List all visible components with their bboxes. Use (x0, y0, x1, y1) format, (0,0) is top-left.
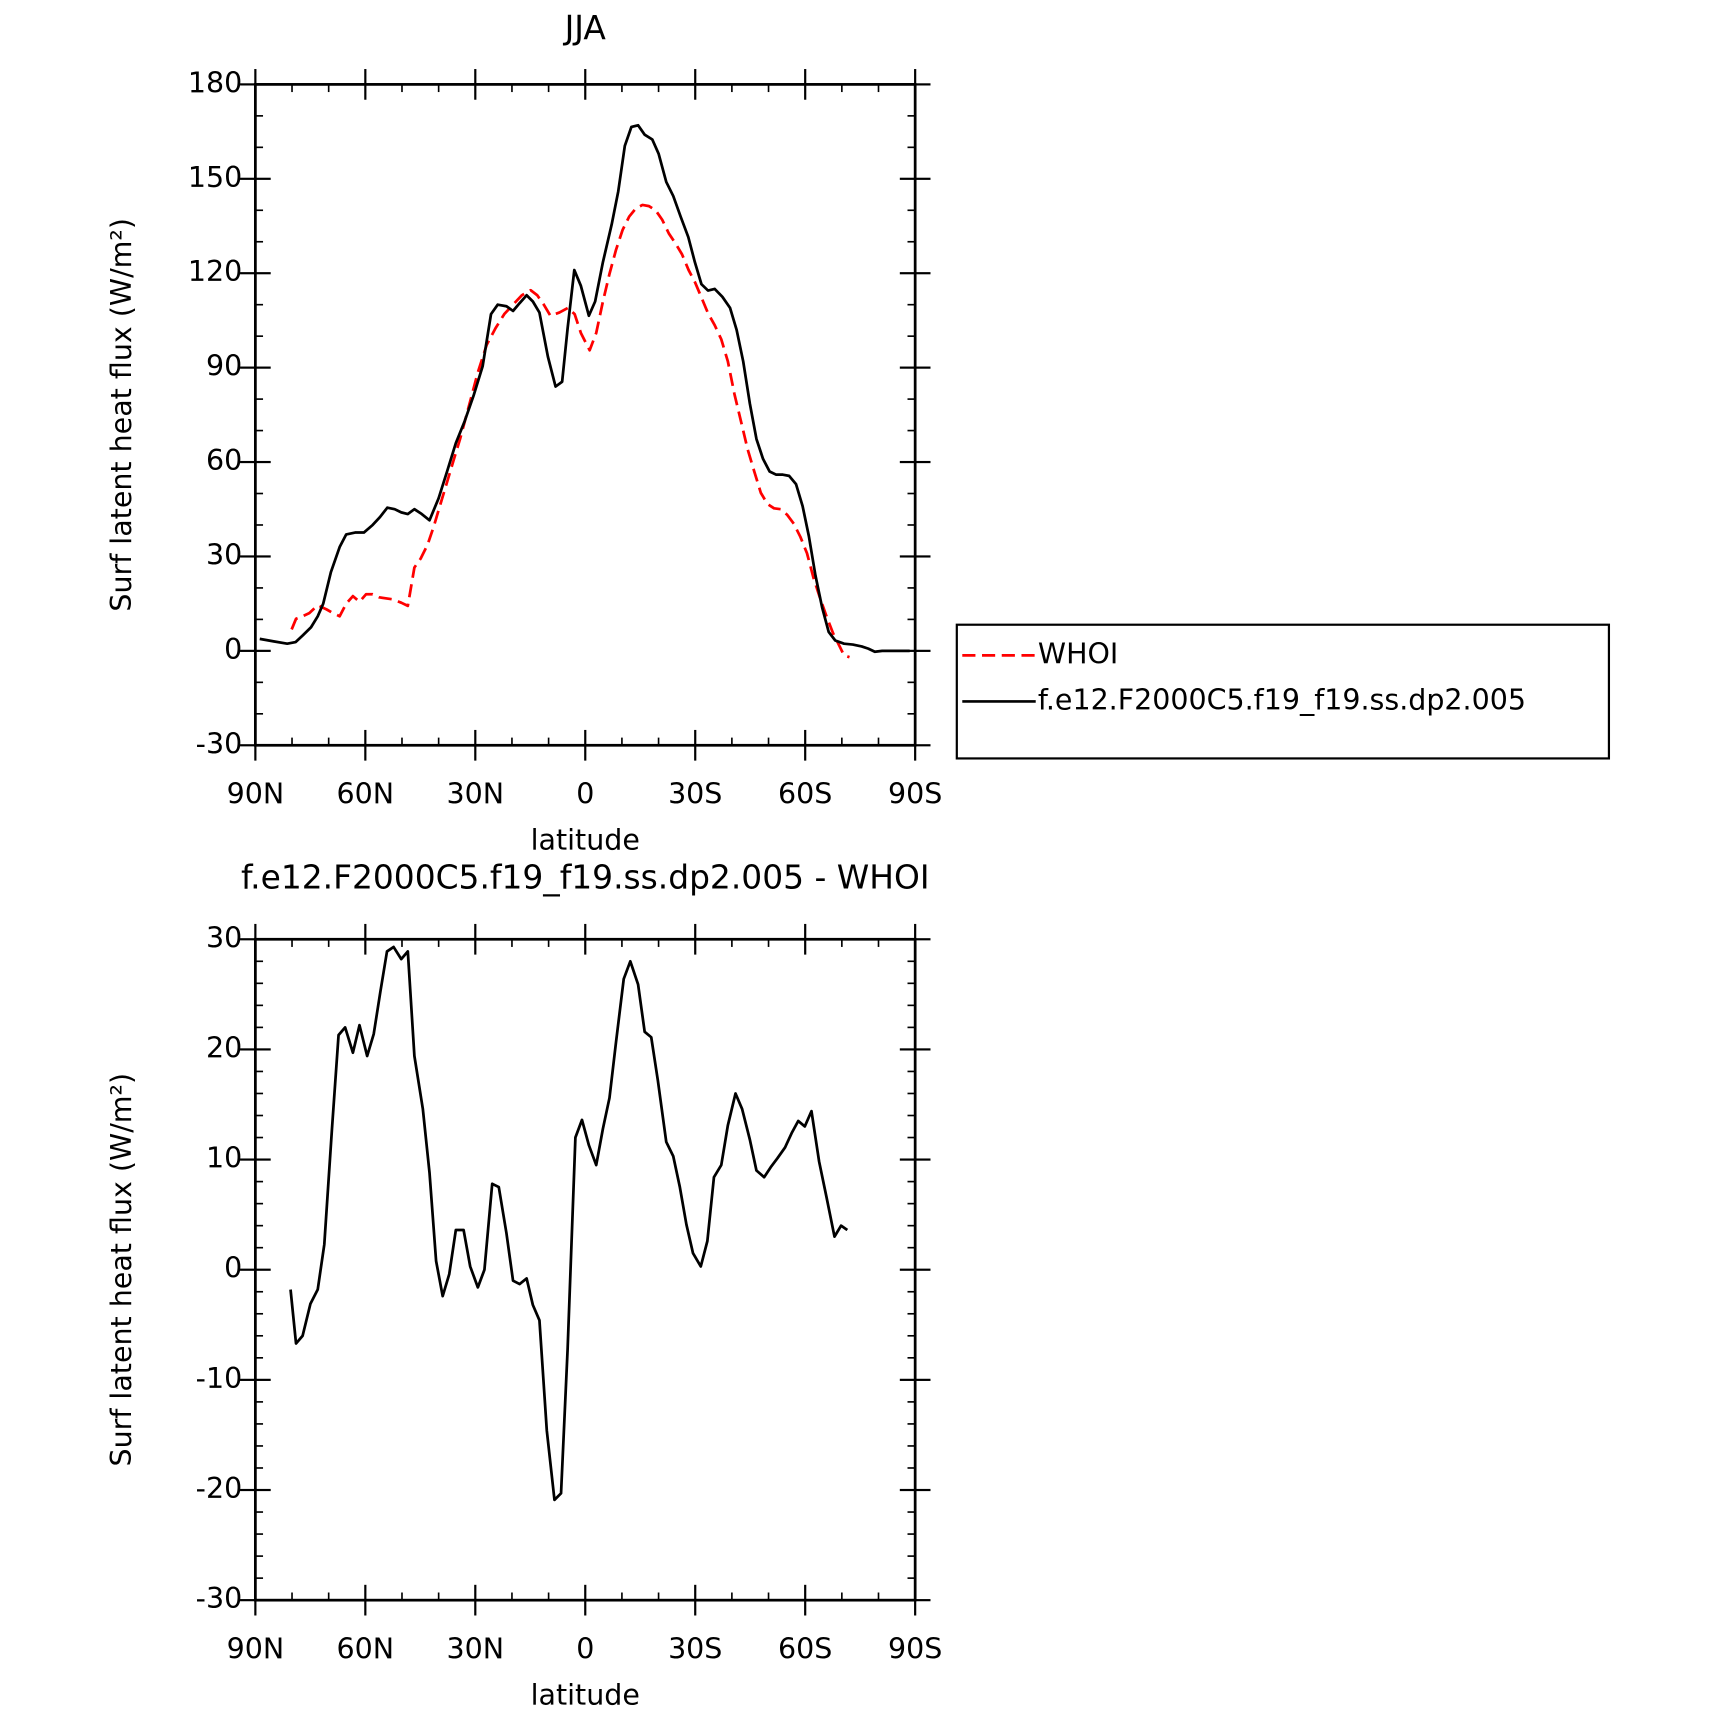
x-tick-label: 0 (576, 778, 594, 811)
chart-title: JJA (563, 8, 607, 47)
y-axis-label: Surf latent heat flux (W/m²) (105, 1073, 138, 1467)
x-tick-label: 60S (778, 778, 832, 811)
y-tick-label: -20 (196, 1472, 243, 1505)
x-tick-label: 0 (576, 1633, 594, 1666)
data-line (259, 123, 910, 654)
y-tick-label: -10 (196, 1362, 243, 1395)
data-line (290, 203, 850, 659)
x-tick-label: 60S (778, 1633, 832, 1666)
legend-label: f.e12.F2000C5.f19_f19.ss.dp2.005 (1038, 683, 1526, 716)
x-tick-label: 60N (337, 778, 395, 811)
x-tick-label: 90N (227, 1633, 285, 1666)
legend-label: WHOI (1038, 637, 1118, 670)
y-tick-label: 180 (188, 66, 242, 99)
x-axis-label: latitude (531, 824, 640, 857)
x-tick-label: 60N (337, 1633, 395, 1666)
y-tick-label: 10 (206, 1142, 242, 1175)
x-tick-label: 30N (447, 778, 505, 811)
x-tick-label: 90N (227, 778, 285, 811)
plot-frame (253, 83, 917, 747)
x-axis-label: latitude (531, 1679, 640, 1712)
y-tick-label: -30 (196, 727, 243, 760)
x-tick-label: 90S (888, 1633, 942, 1666)
x-tick-label: 30S (668, 1633, 722, 1666)
data-line (289, 945, 849, 1502)
y-tick-label: -30 (196, 1582, 243, 1615)
x-tick-label: 30S (668, 778, 722, 811)
y-tick-label: 150 (188, 161, 242, 194)
y-tick-label: 120 (188, 255, 242, 288)
y-axis-label: Surf latent heat flux (W/m²) (105, 218, 138, 612)
y-tick-label: 30 (206, 921, 242, 954)
x-tick-label: 30N (447, 1633, 505, 1666)
y-tick-label: 30 (206, 538, 242, 571)
y-tick-label: 90 (206, 350, 242, 383)
y-tick-label: 0 (224, 633, 242, 666)
x-tick-label: 90S (888, 778, 942, 811)
y-tick-label: 0 (224, 1252, 242, 1285)
legend-box (955, 623, 1611, 760)
y-tick-label: 60 (206, 444, 242, 477)
y-tick-label: 20 (206, 1031, 242, 1064)
figure-body: JJA latitude Surf latent heat flux (W/m²) -… (105, 8, 1611, 1712)
chart-title: f.e12.F2000C5.f19_f19.ss.dp2.005 - WHOI (241, 857, 930, 896)
plot-frame (253, 937, 917, 1602)
